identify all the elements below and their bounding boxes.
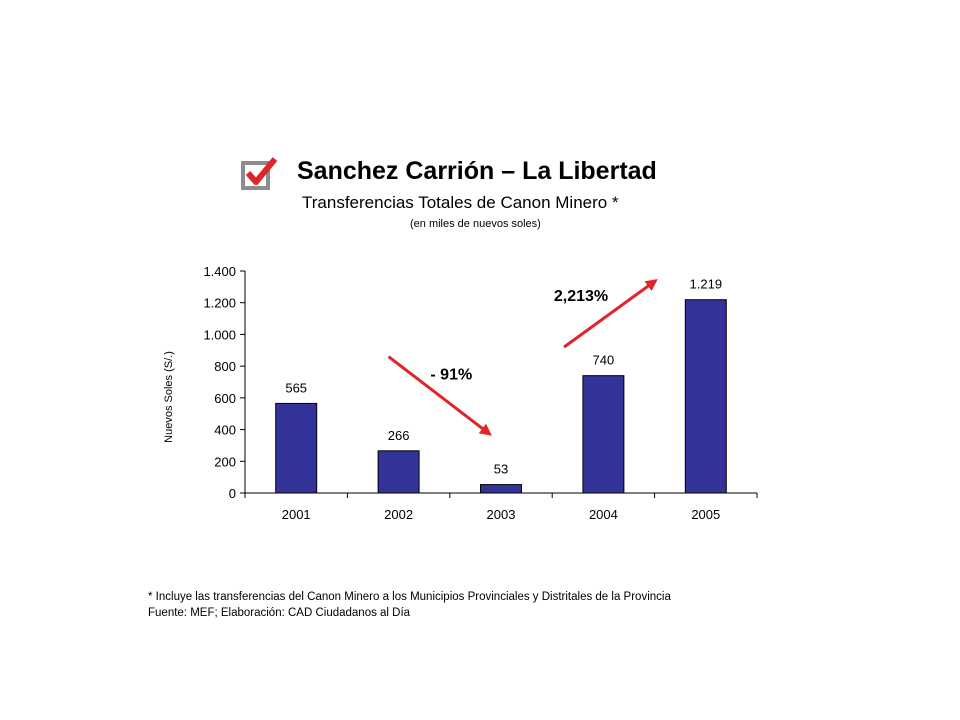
chart-subtitle: Transferencias Totales de Canon Minero * [302,193,619,212]
data-label: 565 [285,380,307,395]
y-tick-label: 1.200 [203,296,236,311]
footnote-source: Fuente: MEF; Elaboración: CAD Ciudadanos… [148,607,411,619]
x-tick-label: 2005 [691,507,720,522]
y-tick-label: 800 [214,359,236,374]
bar [684,299,727,494]
units-note: (en miles de nuevos soles) [410,218,541,230]
x-tick-label: 2003 [487,507,516,522]
bar [582,375,625,494]
bar [275,402,318,494]
data-label: 740 [593,353,615,368]
checkbox-check-icon [241,157,278,190]
chart-title: Sanchez Carrión – La Libertad [297,157,657,185]
x-tick-label: 2001 [282,507,311,522]
y-tick-label: 400 [214,423,236,438]
increase-arrow [563,279,658,349]
data-label: 53 [494,462,508,477]
x-tick-label: 2004 [589,507,618,522]
y-tick-label: 0 [229,486,236,501]
y-tick-label: 1.400 [203,264,236,279]
footnote-note: * Incluye las transferencias del Canon M… [148,591,671,603]
y-tick-label: 200 [214,454,236,469]
y-tick-label: 600 [214,391,236,406]
y-tick-label: 1.000 [203,327,236,342]
decrease-arrow [387,355,492,436]
y-axis-title: Nuevos Soles (S/.) [163,351,175,443]
data-label: 1.219 [690,277,723,292]
bar [480,484,522,494]
decrease-label: - 91% [430,366,472,383]
increase-label: 2,213% [554,288,608,305]
bar [377,450,420,494]
data-label: 266 [388,428,410,443]
x-tick-label: 2002 [384,507,413,522]
footnote: * Incluye las transferencias del Canon M… [148,589,671,621]
